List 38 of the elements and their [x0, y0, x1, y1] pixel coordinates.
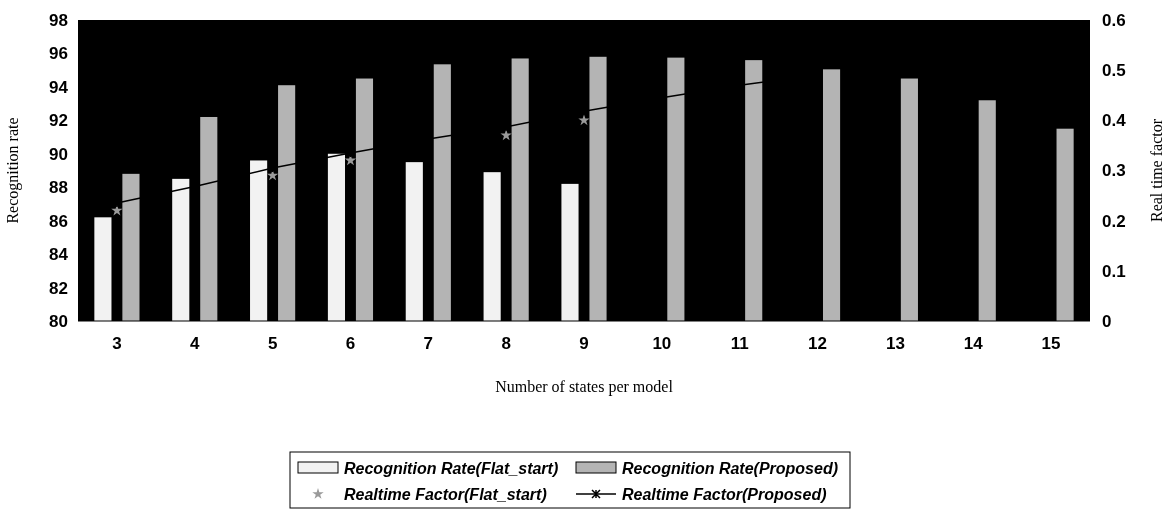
x-tick-label: 8	[501, 334, 511, 353]
y-tick-label: 84	[49, 245, 69, 265]
y2-tick-label: 0.2	[1102, 211, 1126, 231]
y-tick-label: 96	[49, 44, 68, 64]
point	[578, 114, 590, 126]
x-tick-label: 14	[963, 334, 984, 353]
y-tick-label: 88	[49, 178, 68, 198]
x-tick-label: 15	[1041, 334, 1061, 353]
y2-tick-label: 0.3	[1102, 161, 1126, 181]
y-tick-label: 80	[49, 311, 68, 331]
legend-label: Recognition Rate(Flat_start)	[344, 460, 559, 477]
x-tick-label: 3	[112, 334, 122, 353]
y-tick-label: 82	[49, 278, 68, 298]
x-tick-label: 7	[423, 334, 434, 353]
x-tick-label: 11	[730, 334, 749, 353]
y-tick-label: 98	[49, 10, 68, 30]
y-tick-label: 92	[49, 111, 68, 131]
x-tick-label: 9	[579, 334, 589, 353]
x-tick-label: 4	[190, 334, 201, 353]
legend-label: Realtime Factor(Proposed)	[622, 486, 827, 503]
y2-tick-label: 0.5	[1102, 61, 1126, 81]
legend-label: Realtime Factor(Flat_start)	[344, 486, 547, 503]
legend-label: Recognition Rate(Proposed)	[622, 460, 839, 477]
y2-tick-label: 0.1	[1102, 261, 1126, 281]
y2-tick-label: 0.6	[1102, 10, 1126, 30]
y-tick-label: 90	[49, 144, 68, 164]
x-tick-label: 5	[267, 334, 278, 353]
y-axis-title: Recognition rate	[4, 117, 22, 224]
x-tick-label: 10	[652, 334, 672, 353]
x-tick-label: 12	[808, 334, 827, 353]
y2-tick-label: 0	[1102, 311, 1112, 331]
x-axis-title: Number of states per model	[495, 378, 674, 396]
y-tick-label: 94	[49, 77, 69, 97]
y-tick-label: 86	[49, 211, 68, 231]
x-tick-label: 13	[885, 334, 905, 353]
y2-tick-label: 0.4	[1102, 111, 1127, 131]
x-tick-label: 6	[345, 334, 356, 353]
y2-axis-title: Real time factor	[1148, 118, 1165, 223]
